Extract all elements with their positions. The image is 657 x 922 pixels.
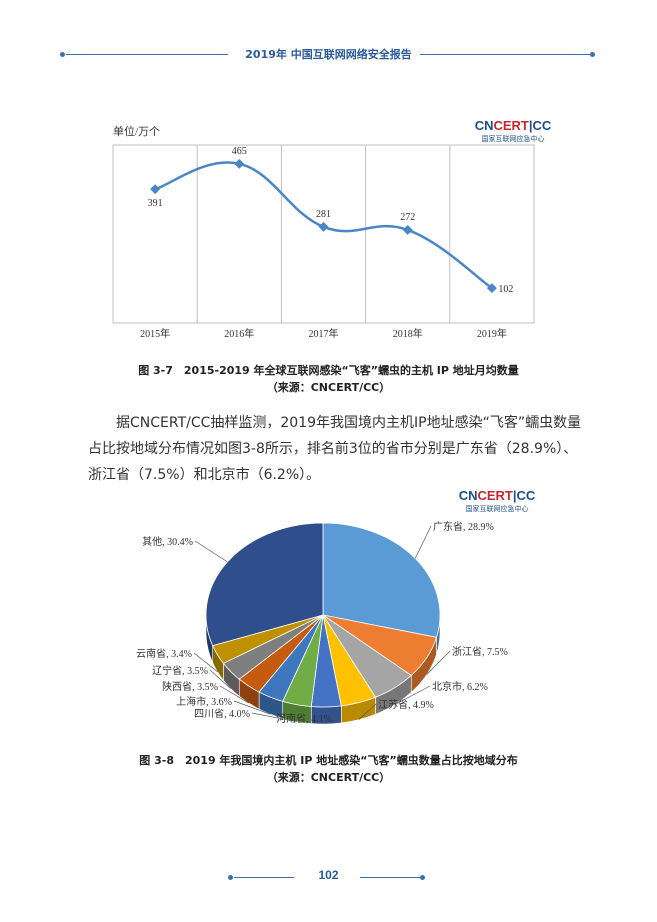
x-tick-label: 2019年 (477, 327, 507, 340)
data-label: 102 (498, 284, 513, 295)
x-tick-label: 2016年 (224, 327, 254, 340)
header-dot-left (60, 52, 65, 57)
pie-data-label: 浙江省, 7.5% (452, 645, 508, 658)
pie-data-label: 江苏省, 4.9% (378, 698, 434, 711)
figure1-caption-line1: 图 3-7 2015-2019 年全球互联网感染“飞客”蠕虫的主机 IP 地址月… (138, 364, 519, 377)
pie-data-label: 北京市, 6.2% (432, 680, 488, 693)
footer-line-left (234, 877, 294, 878)
data-label: 465 (232, 146, 247, 157)
body-paragraph: 据CNCERT/CC抽样监测，2019年我国境内主机IP地址感染“飞客”蠕虫数量… (88, 415, 582, 483)
pie-slice (205, 522, 324, 647)
pie-data-label: 四川省, 4.0% (194, 707, 250, 720)
cncert-logo-1: CNCERT|CC 国家互联网应急中心 (474, 118, 552, 143)
pie-leader-line (426, 650, 451, 675)
pie-data-label: 广东省, 28.9% (433, 520, 494, 533)
pie-leader-line (193, 652, 218, 672)
pie-leader-line (233, 700, 271, 715)
y-axis-unit-label: 单位/万个 (113, 124, 160, 138)
data-point-marker (150, 184, 161, 195)
pie-data-label: 辽宁省, 3.5% (152, 664, 208, 677)
pie-leader-line (209, 669, 232, 689)
data-label: 272 (400, 212, 415, 223)
page-number: 102 (318, 868, 339, 882)
header-line-right (420, 54, 590, 55)
pie-data-label: 河南省, 4.1% (276, 712, 332, 725)
footer-dot-right (420, 875, 425, 880)
x-tick-label: 2018年 (393, 327, 423, 340)
header-line-left (66, 54, 228, 55)
pie-data-label: 其他, 30.4% (142, 535, 193, 548)
pie-leader-line (251, 712, 297, 723)
plot-area-frame (112, 144, 535, 324)
data-point-marker (318, 221, 329, 232)
pie-leader-line (326, 717, 335, 725)
x-tick-label: 2015年 (140, 327, 170, 340)
pie-data-label: 云南省, 3.4% (136, 647, 192, 660)
figure1-caption: 图 3-7 2015-2019 年全球互联网感染“飞客”蠕虫的主机 IP 地址月… (0, 362, 657, 396)
data-label: 281 (316, 209, 331, 220)
data-point-marker (486, 283, 497, 294)
data-point-marker (234, 158, 245, 169)
pie-data-label: 上海市, 3.6% (176, 695, 232, 708)
header-title: 2019年 中国互联网网络安全报告 (245, 48, 412, 61)
line-chart: 单位/万个 391 2015年 465 2016年 281 2017年 272 2018年 102… (112, 124, 535, 340)
footer-dot-left (228, 875, 233, 880)
pie-leader-line (194, 540, 228, 563)
x-tick-label: 2017年 (309, 327, 339, 340)
page-header: 2019年 中国互联网网络安全报告 (0, 44, 657, 64)
pie-leader-line (219, 685, 249, 704)
figure1-caption-line2: （来源：CNCERT/CC） (266, 381, 391, 394)
figure2-caption: 图 3-8 2019 年我国境内主机 IP 地址感染“飞客”蠕虫数量占比按地域分… (0, 752, 657, 786)
pie-chart: 广东省, 28.9% 浙江省, 7.5% 北京市, 6.2% 江苏省, 4.9% 河南省… (136, 520, 508, 725)
header-dot-right (590, 52, 595, 57)
pie-leader-line (358, 703, 377, 720)
pie-data-label: 陕西省, 3.5% (162, 680, 218, 693)
data-point-marker (402, 224, 413, 235)
figure2-caption-line2: （来源：CNCERT/CC） (266, 771, 391, 784)
data-label: 391 (148, 198, 163, 209)
figure2-caption-line1: 图 3-8 2019 年我国境内主机 IP 地址感染“飞客”蠕虫数量占比按地域分… (139, 754, 518, 767)
cncert-logo-2: CNCERT|CC 国家互联网应急中心 (458, 488, 536, 513)
page-footer: 102 (0, 868, 657, 888)
pie-leader-line (394, 685, 431, 706)
pie-leader-line (414, 525, 432, 559)
footer-line-right (360, 877, 420, 878)
